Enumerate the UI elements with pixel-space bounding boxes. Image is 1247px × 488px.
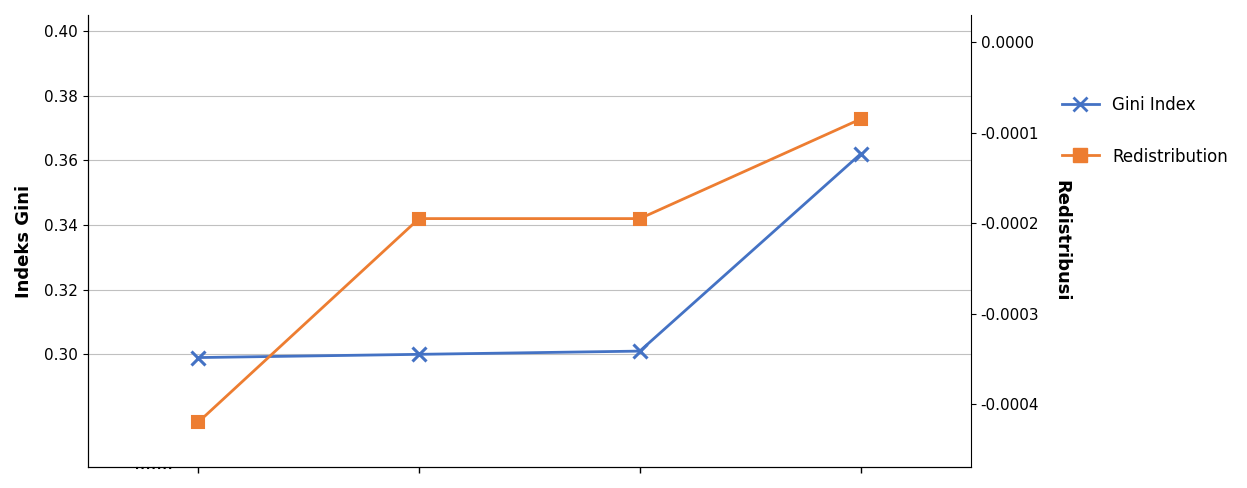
Redistribution — [412, 216, 426, 222]
Line: Gini Index: Gini Index — [191, 147, 868, 365]
Y-axis label: Indeks Gini: Indeks Gini — [15, 184, 32, 298]
Gini Index — [191, 355, 206, 361]
Redistribution — [632, 216, 647, 222]
Y-axis label: Redistribusi: Redistribusi — [1052, 181, 1070, 302]
Gini Index — [632, 348, 647, 354]
Gini Index — [853, 151, 868, 157]
Line: Redistribution: Redistribution — [192, 113, 867, 428]
Redistribution — [191, 419, 206, 425]
Legend: Gini Index, Redistribution: Gini Index, Redistribution — [1062, 96, 1228, 165]
Gini Index — [412, 351, 426, 357]
Redistribution — [853, 116, 868, 122]
